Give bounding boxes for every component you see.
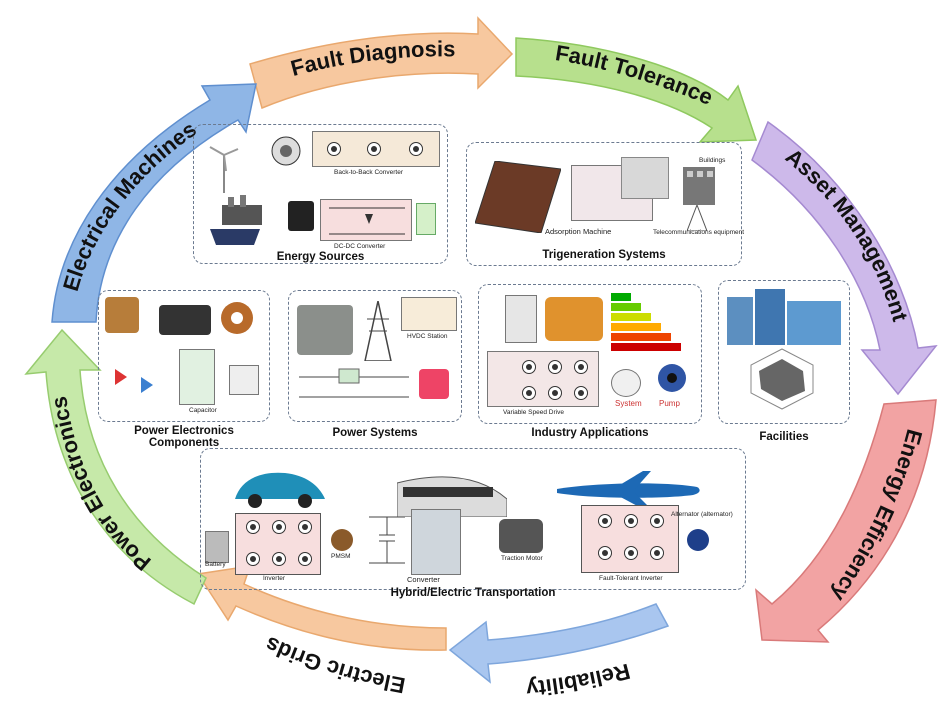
traction-motor-label: Traction Motor bbox=[501, 555, 543, 562]
induction-motor-icon bbox=[545, 297, 603, 341]
energy-sources-panel: Back-to-Back Converter DC-DC Converter E… bbox=[193, 124, 448, 264]
energy-sources-title: Energy Sources bbox=[276, 251, 365, 263]
power-systems-title: Power Systems bbox=[332, 427, 418, 439]
transformer-icon bbox=[297, 305, 353, 355]
converter-label: Converter bbox=[407, 575, 440, 584]
drive-unit-icon bbox=[505, 295, 537, 343]
hvdc-station-diagram bbox=[401, 297, 457, 331]
reliability-arrow bbox=[448, 603, 670, 684]
transportation-panel: Battery Inverter PMSM Converter Traction… bbox=[200, 448, 746, 599]
pmsm-icon bbox=[331, 529, 353, 551]
alternator-label: Alternator (alternator) bbox=[671, 511, 733, 518]
capacitor-bank-diagram bbox=[179, 349, 215, 405]
transportation-title: Hybrid/Electric Transportation bbox=[390, 587, 556, 599]
battery-icon bbox=[288, 201, 314, 231]
electric-grids-arrow bbox=[196, 565, 447, 651]
back-to-back-converter-label: Back-to-Back Converter bbox=[334, 169, 403, 176]
alternator-icon bbox=[687, 529, 709, 551]
building-icon bbox=[679, 161, 719, 205]
dc-dc-converter-label: DC-DC Converter bbox=[334, 243, 386, 250]
inductor-icon bbox=[105, 297, 139, 333]
power-electronics-arrow bbox=[24, 328, 207, 606]
gate-driver-schematic bbox=[105, 349, 165, 409]
capacitor-cubes-icon bbox=[419, 369, 449, 399]
svg-text:Reliability: Reliability bbox=[524, 659, 633, 701]
toroidal-core-icon bbox=[217, 299, 257, 337]
transmission-tower-icon bbox=[363, 300, 393, 362]
fault-tolerant-inverter-diagram bbox=[581, 505, 679, 573]
airplane-icon bbox=[553, 469, 703, 509]
buildings-label: Buildings bbox=[699, 157, 726, 164]
variable-speed-drive-diagram bbox=[487, 351, 599, 407]
pump-label: Pump bbox=[659, 399, 680, 408]
power-systems-panel: HVDC Station Power Systems bbox=[288, 290, 462, 439]
asset-management-arrow bbox=[751, 120, 938, 396]
capacitor-label: Capacitor bbox=[189, 407, 217, 414]
back-to-back-converter-diagram bbox=[312, 131, 440, 167]
dc-link-schematic bbox=[369, 511, 405, 569]
radar-chart-icon bbox=[747, 347, 817, 411]
converter-cabinet-icon bbox=[411, 509, 461, 575]
adsorption-machine-label: Adsorption Machine bbox=[545, 227, 612, 236]
reliability-label: Reliability bbox=[524, 659, 633, 701]
pmsm-label: PMSM bbox=[331, 553, 351, 560]
energy-efficiency-arrow bbox=[755, 399, 937, 643]
system-icon bbox=[611, 369, 641, 397]
fault-diagnosis-arrow bbox=[249, 16, 514, 110]
fault-tolerance-arrow bbox=[515, 37, 758, 143]
telecom-tower-icon bbox=[686, 203, 708, 232]
power-electronics-components-title: Power Electronics Components bbox=[134, 425, 234, 449]
solar-collector-icon bbox=[474, 160, 562, 234]
grid-connection-icon bbox=[416, 203, 436, 235]
industry-applications-title: Industry Applications bbox=[531, 427, 649, 439]
load-diagram bbox=[229, 365, 259, 395]
power-plant-icon bbox=[220, 195, 266, 225]
inverter-diagram bbox=[235, 513, 321, 575]
trigeneration-title: Trigeneration Systems bbox=[542, 249, 666, 261]
variable-speed-drive-label: Variable Speed Drive bbox=[503, 409, 564, 416]
energy-rating-icon bbox=[611, 293, 681, 351]
battery-label: Battery bbox=[205, 561, 226, 568]
grid-schematic bbox=[299, 367, 409, 411]
trigeneration-panel: Buildings Adsorption Machine Telecommuni… bbox=[466, 142, 745, 266]
fault-tolerant-inverter-label: Fault-Tolerant Inverter bbox=[599, 575, 663, 582]
traction-motor-icon bbox=[499, 519, 543, 553]
chiller-unit-icon bbox=[621, 157, 669, 199]
electric-car-icon bbox=[231, 465, 327, 509]
electrical-machines-arrow bbox=[51, 83, 257, 323]
wind-turbine-icon bbox=[204, 143, 244, 193]
pump-icon bbox=[655, 361, 689, 395]
dc-dc-converter-diagram bbox=[320, 199, 412, 241]
telecom-label: Telecommunications equipment bbox=[653, 229, 745, 236]
facilities-panel: Facilities bbox=[718, 280, 850, 443]
battery-pack-icon bbox=[205, 531, 229, 563]
generator-icon bbox=[266, 131, 306, 171]
power-module-icon bbox=[159, 305, 211, 335]
hvdc-station-label: HVDC Station bbox=[407, 333, 448, 340]
facilities-title: Facilities bbox=[759, 431, 809, 443]
inverter-label: Inverter bbox=[263, 575, 286, 582]
industry-applications-panel: Variable Speed Drive System Pump Industr… bbox=[478, 284, 702, 439]
system-label: System bbox=[615, 399, 642, 408]
solar-panel-icon bbox=[210, 229, 260, 245]
office-buildings-icon bbox=[727, 289, 843, 345]
power-electronics-components-panel: Capacitor Power Electronics Components bbox=[98, 290, 270, 449]
